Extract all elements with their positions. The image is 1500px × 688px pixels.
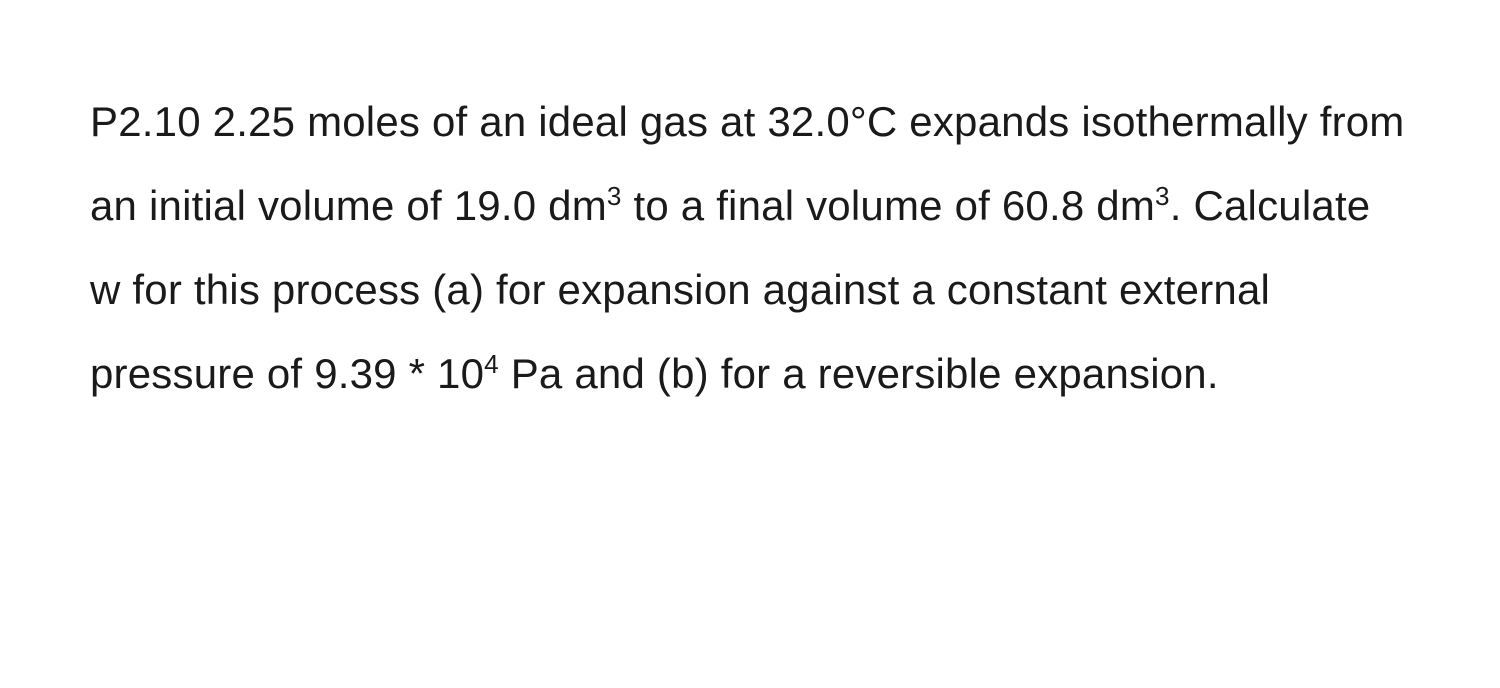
temperature-unit: °C xyxy=(850,98,898,145)
unit-base: dm xyxy=(1096,182,1155,229)
unit-exponent: 3 xyxy=(1155,181,1170,211)
problem-id: P2.10 xyxy=(90,98,201,145)
initial-volume-value: 19.0 xyxy=(454,182,537,229)
pressure-unit: Pa xyxy=(511,350,563,397)
pressure-coefficient: 9.39 xyxy=(314,350,397,397)
exponent-value: 4 xyxy=(484,349,499,379)
base-value: 10 xyxy=(437,350,484,397)
text-fragment: moles of an ideal gas at xyxy=(307,98,755,145)
temperature-value: 32.0 xyxy=(767,98,850,145)
unit-exponent: 3 xyxy=(607,181,622,211)
moles-value: 2.25 xyxy=(213,98,296,145)
unit-base: dm xyxy=(548,182,607,229)
problem-text-block: P2.10 2.25 moles of an ideal gas at 32.0… xyxy=(0,0,1500,476)
volume-unit: dm3 xyxy=(1096,182,1169,229)
final-volume-value: 60.8 xyxy=(1002,182,1085,229)
volume-unit: dm3 xyxy=(548,182,621,229)
multiplication-symbol: * xyxy=(409,350,426,397)
pressure-base: 104 xyxy=(437,350,499,397)
text-fragment: to a final volume of xyxy=(633,182,990,229)
text-fragment: and (b) for a reversible expansion. xyxy=(574,350,1218,397)
